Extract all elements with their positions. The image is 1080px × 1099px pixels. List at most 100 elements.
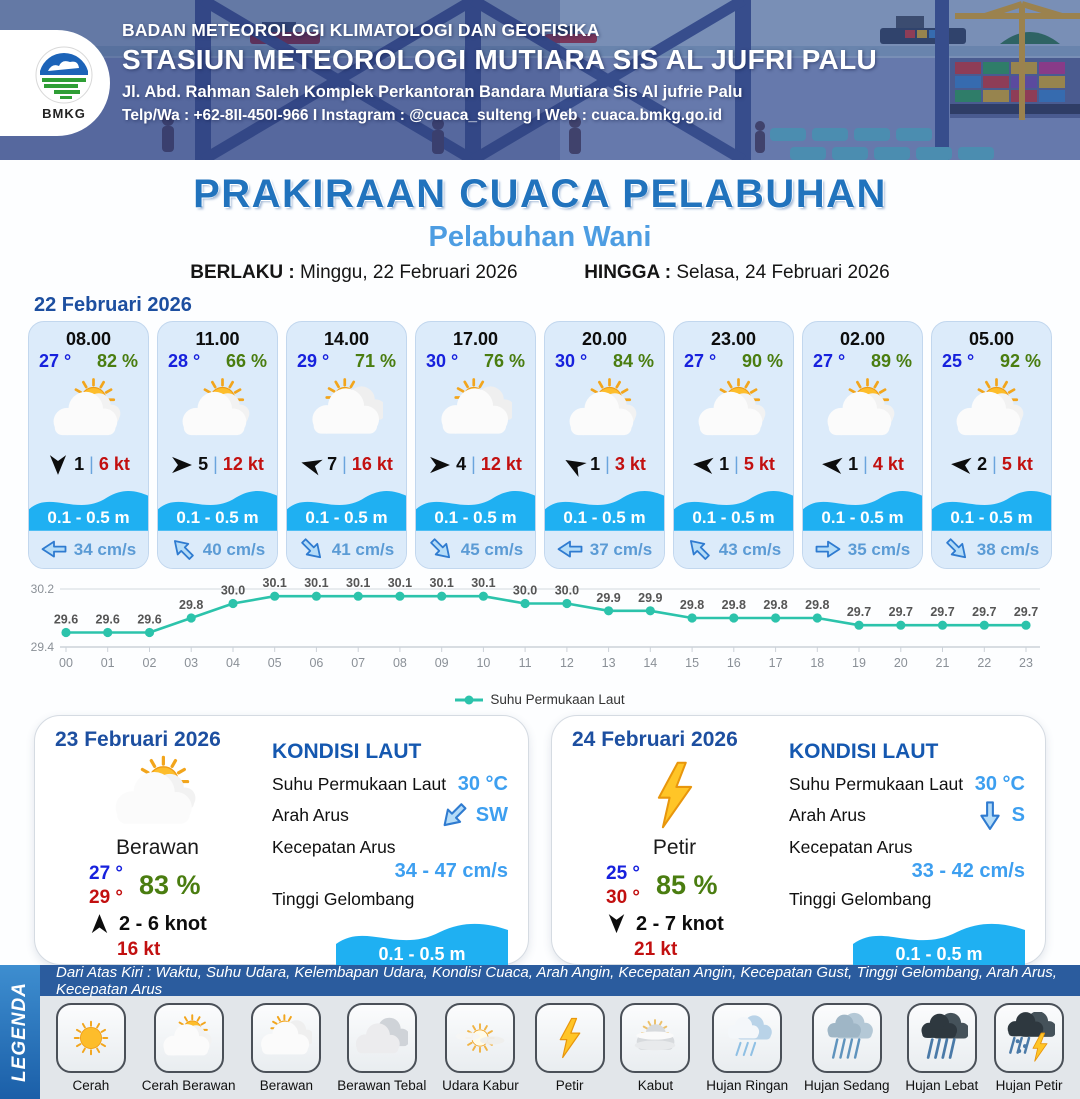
wave-shape xyxy=(29,491,148,532)
wind-separator: | xyxy=(342,454,347,475)
wave-height-band: 0.1 - 0.5 m xyxy=(287,480,406,532)
svg-text:07: 07 xyxy=(351,656,365,670)
temperature-value: 25 ° xyxy=(942,351,975,371)
svg-text:18: 18 xyxy=(810,656,824,670)
daily-wave-value: 0.1 - 0.5 m xyxy=(895,944,983,965)
gust-value: 5 kt xyxy=(1001,454,1033,475)
legend-item: Hujan Ringan xyxy=(706,1003,788,1099)
daily-summary: 23 Februari 2026 Berawan 27 ° 29 ° 83 % 2 - … xyxy=(55,728,260,960)
wave-height-label: Tinggi Gelombang xyxy=(789,889,932,910)
daily-humidity-value: 83 % xyxy=(139,870,201,901)
wind-speed-value: 1 xyxy=(590,454,601,475)
svg-text:29.9: 29.9 xyxy=(638,591,662,605)
condition-label: Petir xyxy=(652,836,697,859)
sst-label: Suhu Permukaan Laut xyxy=(272,774,447,794)
wave-shape xyxy=(287,491,406,532)
page-title: PRAKIRAAN CUACA PELABUHAN xyxy=(193,172,887,216)
hourly-card: 11.00 28 ° 66 % 5 | 12 kt 0.1 - 0.5 m 40 cm/s xyxy=(157,321,278,569)
wave-height-value: 0.1 - 0.5 m xyxy=(47,508,130,528)
temperature-value: 29 ° xyxy=(297,351,330,371)
current-speed-label: Kecepatan Arus xyxy=(789,837,913,858)
temp-min-value: 27 ° xyxy=(89,863,124,884)
current-direction-icon xyxy=(300,538,321,559)
current-direction-icon xyxy=(979,801,1000,831)
legend-item: Berawan Tebal xyxy=(337,1003,426,1099)
wave-height-band: 0.1 - 0.5 m xyxy=(545,480,664,532)
wave-height-band: 0.1 - 0.5 m xyxy=(29,480,148,532)
current-row: 38 cm/s xyxy=(932,531,1051,568)
svg-text:29.8: 29.8 xyxy=(805,598,829,612)
cerah-berawan-icon xyxy=(53,377,120,435)
temp-max-value: 30 ° xyxy=(606,886,641,908)
wave-height-value: 0.1 - 0.5 m xyxy=(563,508,646,528)
svg-text:29.8: 29.8 xyxy=(680,598,704,612)
legend-item-label: Hujan Petir xyxy=(995,1078,1063,1093)
current-direction-label: Arah Arus xyxy=(272,805,349,826)
legend-item-label: Petir xyxy=(555,1078,584,1093)
legend-note: Dari Atas Kiri : Waktu, Suhu Udara, Kele… xyxy=(56,963,1057,998)
wave-shape xyxy=(158,491,277,532)
svg-text:09: 09 xyxy=(435,656,449,670)
wind-row: 2 | 5 kt xyxy=(932,449,1051,480)
humidity-value: 92 % xyxy=(999,351,1041,371)
legend-item: Hujan Lebat xyxy=(905,1003,978,1099)
svg-text:29.6: 29.6 xyxy=(137,613,161,627)
wind-row: 1 | 5 kt xyxy=(674,449,793,480)
legend-item-label: Hujan Sedang xyxy=(803,1078,890,1093)
wave-height-value: 0.1 - 0.5 m xyxy=(434,508,517,528)
svg-text:30.0: 30.0 xyxy=(555,584,579,598)
wind-direction-icon xyxy=(608,914,625,934)
current-direction-icon xyxy=(945,538,966,559)
svg-text:08: 08 xyxy=(393,656,407,670)
daily-summary: 24 Februari 2026 Petir 25 ° 30 ° 85 % 2 - 7 k… xyxy=(572,728,777,960)
svg-text:01: 01 xyxy=(101,656,115,670)
kabut-icon xyxy=(635,1019,676,1051)
condition-label: Berawan xyxy=(116,836,199,859)
legend-item: Hujan Petir xyxy=(994,1003,1065,1099)
hourly-card: 17.00 30 ° 76 % 4 | 12 kt 0.1 - 0.5 m 45 cm/s xyxy=(415,321,536,569)
svg-text:05: 05 xyxy=(268,656,282,670)
daily-date: 24 Februari 2026 xyxy=(572,728,738,751)
daily-wind-value: 2 - 6 knot xyxy=(119,912,207,935)
chart-legend-marker xyxy=(455,695,484,704)
weather-icon-slot xyxy=(287,372,406,449)
temperature-value: 27 ° xyxy=(39,351,72,371)
wind-direction-icon xyxy=(50,455,67,475)
wind-direction-icon xyxy=(91,914,108,934)
daily-date: 23 Februari 2026 xyxy=(55,728,221,751)
weather-icon-slot xyxy=(932,372,1051,449)
svg-text:29.8: 29.8 xyxy=(179,598,203,612)
cerah-berawan-icon xyxy=(182,377,249,435)
wave-height-value: 0.1 - 0.5 m xyxy=(176,508,259,528)
weather-icon-slot xyxy=(674,372,793,449)
daily-wave-box: 0.1 - 0.5 m xyxy=(853,912,1025,971)
legend-item: Hujan Sedang xyxy=(804,1003,890,1099)
weather-icon-slot xyxy=(803,372,922,449)
current-direction-label: Arah Arus xyxy=(789,805,866,826)
hourly-card: 23.00 27 ° 90 % 1 | 5 kt 0.1 - 0.5 m 43 cm/s xyxy=(673,321,794,569)
wave-height-band: 0.1 - 0.5 m xyxy=(803,480,922,532)
wind-direction-icon xyxy=(172,456,193,474)
current-direction-icon xyxy=(429,538,450,559)
current-speed-value: 41 cm/s xyxy=(331,539,395,559)
svg-text:29.6: 29.6 xyxy=(96,613,120,627)
wave-shape xyxy=(853,924,1025,971)
svg-text:29.4: 29.4 xyxy=(31,640,55,654)
legend-items: Cerah Cerah Berawan Berawan Berawan Teba… xyxy=(40,996,1080,1099)
humidity-value: 82 % xyxy=(96,351,138,371)
wave-height-value: 0.1 - 0.5 m xyxy=(305,508,388,528)
wind-row: 1 | 3 kt xyxy=(545,449,664,480)
wind-speed-value: 1 xyxy=(74,454,85,475)
current-direction-value: S xyxy=(1011,804,1025,827)
legend-icon-box xyxy=(620,1003,691,1073)
svg-text:11: 11 xyxy=(519,656,532,670)
svg-text:29.7: 29.7 xyxy=(930,605,954,619)
berawan-icon xyxy=(440,377,512,434)
svg-text:30.1: 30.1 xyxy=(346,576,370,590)
legend-item-label: Hujan Ringan xyxy=(706,1078,789,1093)
svg-text:29.7: 29.7 xyxy=(889,605,913,619)
chart-legend: Suhu Permukaan Laut xyxy=(20,692,1060,707)
svg-text:29.8: 29.8 xyxy=(763,598,787,612)
daily-gust-value: 21 kt xyxy=(634,938,678,960)
berawan-icon xyxy=(261,1014,313,1055)
